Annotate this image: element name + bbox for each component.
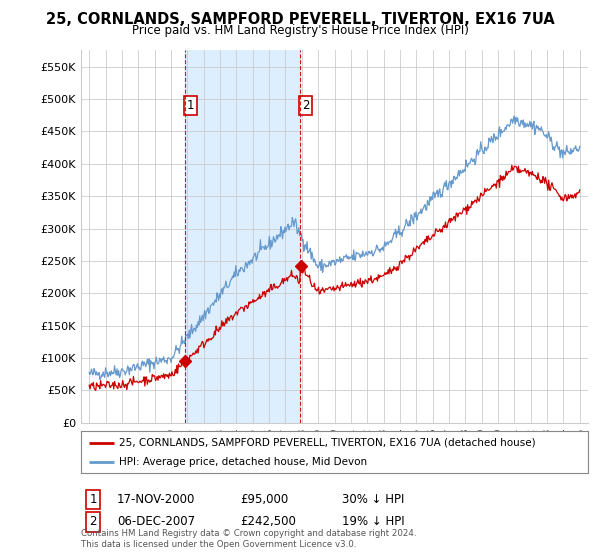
Text: 2: 2 <box>302 99 309 112</box>
Text: 19% ↓ HPI: 19% ↓ HPI <box>342 515 404 529</box>
Text: £242,500: £242,500 <box>240 515 296 529</box>
Text: Contains HM Land Registry data © Crown copyright and database right 2024.
This d: Contains HM Land Registry data © Crown c… <box>81 529 416 549</box>
Text: 06-DEC-2007: 06-DEC-2007 <box>117 515 195 529</box>
Text: 30% ↓ HPI: 30% ↓ HPI <box>342 493 404 506</box>
Text: Price paid vs. HM Land Registry's House Price Index (HPI): Price paid vs. HM Land Registry's House … <box>131 24 469 36</box>
Text: 2: 2 <box>89 515 97 529</box>
Text: 1: 1 <box>89 493 97 506</box>
Text: HPI: Average price, detached house, Mid Devon: HPI: Average price, detached house, Mid … <box>119 457 367 467</box>
Bar <box>185 50 301 423</box>
Text: 25, CORNLANDS, SAMPFORD PEVERELL, TIVERTON, EX16 7UA: 25, CORNLANDS, SAMPFORD PEVERELL, TIVERT… <box>46 12 554 27</box>
Text: £95,000: £95,000 <box>240 493 288 506</box>
Text: 25, CORNLANDS, SAMPFORD PEVERELL, TIVERTON, EX16 7UA (detached house): 25, CORNLANDS, SAMPFORD PEVERELL, TIVERT… <box>119 437 536 447</box>
Text: 17-NOV-2000: 17-NOV-2000 <box>117 493 196 506</box>
Text: 1: 1 <box>187 99 194 112</box>
